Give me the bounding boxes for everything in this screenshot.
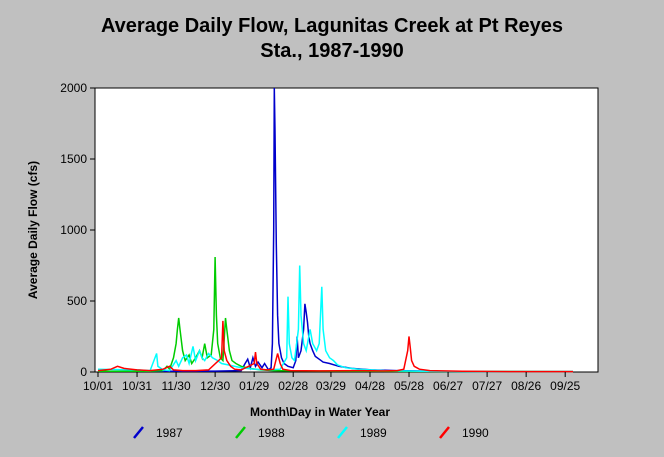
x-tick-label: 01/29 bbox=[239, 379, 269, 393]
plot-area bbox=[94, 87, 599, 373]
x-tick-label: 12/30 bbox=[200, 379, 230, 393]
y-tick-label: 2000 bbox=[60, 81, 87, 95]
x-tick-label: 04/28 bbox=[355, 379, 385, 393]
x-tick-label: 09/25 bbox=[550, 379, 580, 393]
y-tick-label: 500 bbox=[67, 294, 87, 308]
legend-item-1990: 1990 bbox=[439, 426, 489, 440]
legend-label: 1990 bbox=[462, 426, 489, 440]
x-tick-label: 10/01 bbox=[83, 379, 113, 393]
x-tick-label: 06/27 bbox=[433, 379, 463, 393]
legend-swatch bbox=[235, 426, 246, 439]
legend-item-1987: 1987 bbox=[133, 426, 183, 440]
x-tick-label: 08/26 bbox=[511, 379, 541, 393]
series-layer bbox=[97, 87, 574, 373]
x-tick-label: 02/28 bbox=[278, 379, 308, 393]
legend-label: 1989 bbox=[360, 426, 387, 440]
legend-swatch bbox=[133, 426, 144, 439]
series-line-1989 bbox=[97, 265, 573, 373]
x-axis-title: Month\Day in Water Year bbox=[250, 405, 390, 419]
x-tick-label: 11/30 bbox=[162, 379, 191, 393]
chart-title: Average Daily Flow, Lagunitas Creek at P… bbox=[0, 14, 664, 64]
legend-swatch bbox=[439, 426, 450, 439]
legend-label: 1987 bbox=[156, 426, 183, 440]
y-tick-label: 1000 bbox=[60, 223, 87, 237]
legend-label: 1988 bbox=[258, 426, 285, 440]
series-line-1990 bbox=[97, 320, 573, 373]
x-tick-label: 05/28 bbox=[394, 379, 424, 393]
x-tick-label: 07/27 bbox=[472, 379, 502, 393]
chart-title-line2: Sta., 1987-1990 bbox=[260, 40, 404, 62]
x-tick-label: 03/29 bbox=[316, 379, 346, 393]
legend-item-1989: 1989 bbox=[337, 426, 387, 440]
legend-item-1988: 1988 bbox=[235, 426, 285, 440]
y-tick-label: 0 bbox=[80, 365, 87, 379]
y-tick-label: 1500 bbox=[60, 152, 87, 166]
y-axis-title: Average Daily Flow (cfs) bbox=[26, 161, 40, 299]
x-tick-label: 10/31 bbox=[122, 379, 152, 393]
chart-title-line1: Average Daily Flow, Lagunitas Creek at P… bbox=[100, 15, 564, 37]
legend-swatch bbox=[337, 426, 348, 439]
axis-layer: 0 500 1000 1500 2000 10/01 10/31 11/30 12/30 01/2… bbox=[60, 81, 580, 393]
legend: 1987 1988 1989 1990 bbox=[133, 426, 489, 440]
